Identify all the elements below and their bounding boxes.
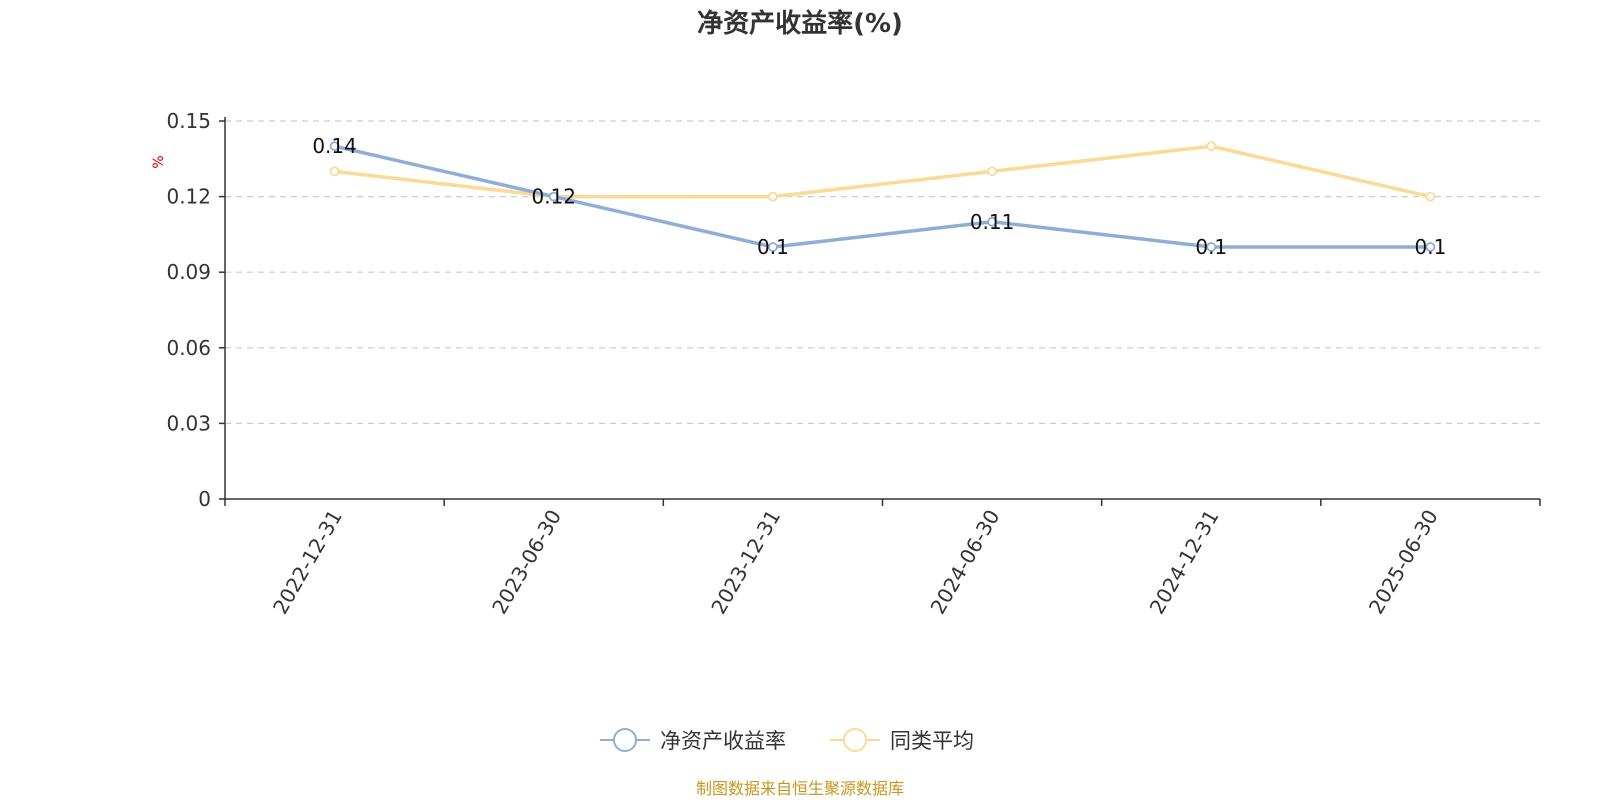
y-tick-label: 0.03 [166, 411, 211, 435]
legend-label: 净资产收益率 [660, 729, 786, 753]
data-label: 0.11 [970, 210, 1015, 234]
data-label: 0.1 [757, 235, 789, 259]
y-tick-label: 0.09 [166, 260, 211, 284]
series-point [1425, 191, 1436, 202]
x-tick-label: 2024-06-30 [926, 506, 1005, 619]
y-tick-label: 0.15 [166, 109, 211, 133]
data-label: 0.14 [312, 134, 357, 158]
data-labels: 0.14 0.12 0.1 0.11 0.1 0.1 [312, 134, 1446, 259]
series-lines [329, 141, 1436, 252]
legend-item[interactable]: 同类平均 [830, 728, 974, 753]
series-point [329, 166, 340, 177]
x-tick-label: 2023-06-30 [487, 506, 566, 619]
chart-title: 净资产收益率(%) [697, 8, 903, 39]
series-point [1206, 242, 1217, 252]
series-point [768, 191, 778, 202]
x-tick-label: 2024-12-31 [1145, 506, 1224, 619]
data-label: 0.12 [531, 185, 576, 209]
legend-label: 同类平均 [890, 729, 974, 753]
y-tick-label: 0.12 [166, 185, 211, 209]
series-point [329, 141, 340, 152]
axes: 0 0.03 0.06 0.09 0.12 0.15 2022-12-31 2023-06-3… [166, 109, 1541, 619]
series-point [987, 216, 997, 227]
data-label: 0.1 [1195, 235, 1227, 259]
y-axis-unit: % [151, 155, 167, 168]
series-point [1425, 242, 1436, 252]
y-tick-label: 0 [198, 487, 211, 511]
series-line [334, 144, 1431, 249]
legend-item[interactable]: 净资产收益率 [600, 728, 786, 753]
legend-circle-icon [843, 728, 867, 752]
series-point [987, 166, 997, 177]
legend[interactable]: 净资产收益率 同类平均 [600, 728, 974, 753]
data-label: 0.1 [1415, 235, 1447, 259]
x-tick-label: 2022-12-31 [268, 506, 347, 619]
source-note: 制图数据来自恒生聚源数据库 [696, 779, 904, 798]
legend-circle-icon [613, 728, 637, 752]
series-line [334, 144, 1431, 199]
series-point [1206, 141, 1217, 152]
x-tick-label: 2023-12-31 [706, 506, 785, 619]
series-point [548, 191, 559, 202]
x-tick-label: 2025-06-30 [1364, 506, 1443, 619]
y-tick-label: 0.06 [166, 336, 211, 360]
series-point [768, 242, 778, 252]
